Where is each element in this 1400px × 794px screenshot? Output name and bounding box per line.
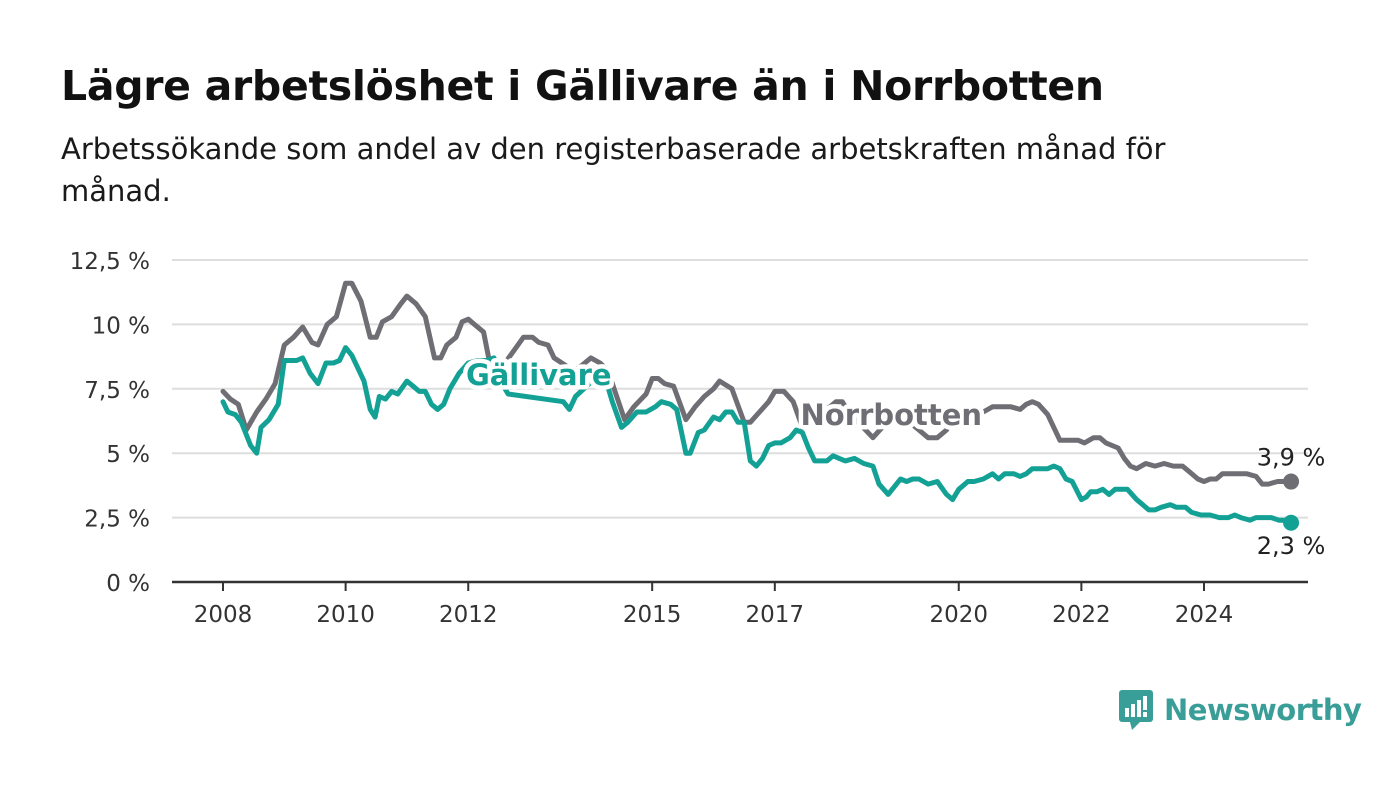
x-tick-label: 2020 (929, 602, 988, 628)
chart-subtitle: Arbetssökande som andel av den registerb… (61, 132, 1166, 208)
end-value-label: 2,3 % (1257, 532, 1326, 560)
y-tick-label: 7,5 % (84, 378, 150, 404)
series-end-point-g-llivare (1283, 514, 1300, 531)
y-tick-label: 2,5 % (84, 507, 150, 533)
brand-logo: Newsworthy (1118, 689, 1362, 731)
series-label-halo: Gällivare (466, 358, 612, 392)
x-tick-label: 2022 (1052, 602, 1111, 628)
y-tick-label: 5 % (106, 442, 150, 468)
series-label-halo: Norrbotten (801, 398, 983, 432)
chart-title: Lägre arbetslöshet i Gällivare än i Norr… (61, 62, 1104, 110)
series-label-norrbotten: Norrbotten (801, 398, 983, 432)
series-label-g-llivare: Gällivare (466, 358, 612, 392)
y-tick-label: 12,5 % (70, 249, 150, 275)
y-tick-label: 10 % (92, 313, 150, 339)
x-tick-label: 2010 (316, 602, 375, 628)
series-line-g-llivare (220, 345, 1294, 526)
end-value-label: 3,9 % (1257, 444, 1326, 472)
y-tick-label: 0 % (106, 571, 150, 597)
series-line-norrbotten (220, 280, 1294, 487)
x-tick-label: 2024 (1175, 602, 1234, 628)
brand-name: Newsworthy (1164, 693, 1362, 727)
x-tick-label: 2012 (439, 602, 498, 628)
newsworthy-logo-icon (1119, 690, 1153, 730)
x-tick-label: 2017 (746, 602, 805, 628)
series-end-point-norrbotten (1283, 473, 1300, 490)
x-tick-label: 2008 (194, 602, 253, 628)
x-tick-label: 2015 (623, 602, 682, 628)
